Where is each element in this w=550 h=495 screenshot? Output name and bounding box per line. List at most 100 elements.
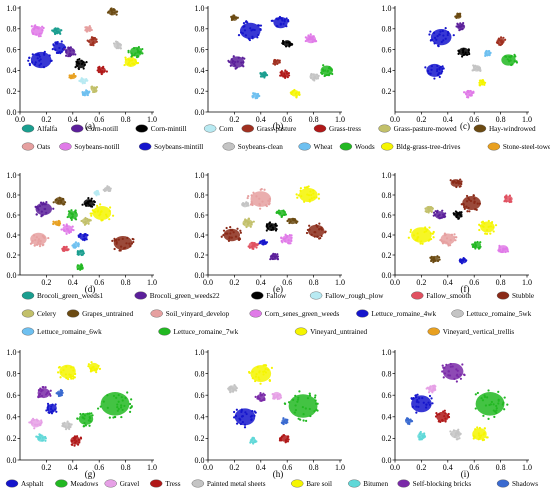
scatter-point — [496, 42, 499, 45]
scatter-point — [497, 390, 500, 393]
y-tick-label: 1.0 — [195, 4, 205, 13]
scatter-point — [245, 225, 248, 229]
scatter-point — [309, 37, 313, 41]
scatter-point — [474, 393, 477, 396]
scatter-point — [67, 422, 71, 425]
scatter-point — [260, 187, 263, 191]
scatter-point — [276, 395, 279, 399]
scatter-point — [437, 44, 440, 47]
x-tick-label: 0.6 — [94, 463, 104, 472]
scatter-point — [51, 403, 54, 406]
scatter-point — [506, 403, 509, 406]
scatter-point — [432, 261, 435, 264]
scatter-point — [80, 263, 83, 266]
scatter-point — [457, 428, 460, 431]
legend-label: Brocoli_green_weeds22 — [150, 292, 220, 300]
scatter-point — [84, 217, 87, 221]
scatter-point — [497, 399, 500, 402]
scatter-point — [42, 66, 46, 69]
scatter-point — [303, 186, 306, 189]
scatter-point — [64, 373, 67, 376]
scatter-point — [309, 414, 312, 418]
scatter-point — [279, 22, 282, 25]
cluster-woods — [129, 46, 143, 57]
scatter-point — [468, 198, 471, 201]
scatter-point — [71, 228, 74, 231]
legend-swatch-vineyard-vertical-trellis — [427, 327, 440, 336]
scatter-point — [39, 243, 42, 246]
scatter-point — [482, 414, 485, 417]
scatter-point — [243, 29, 247, 32]
scatter-point — [297, 417, 300, 420]
scatter-point — [57, 199, 61, 202]
scatter-point — [441, 364, 444, 367]
scatter-point — [117, 400, 120, 403]
scatter-point — [257, 33, 260, 36]
scatter-point — [274, 224, 277, 227]
scatter-point — [513, 55, 517, 58]
scatter-point — [64, 428, 68, 431]
scatter-point — [242, 25, 245, 28]
y-tick-label: 0.2 — [382, 87, 392, 96]
scatter-point — [79, 233, 82, 236]
scatter-point — [92, 203, 96, 206]
scatter-point — [41, 25, 44, 28]
scatter-point — [115, 47, 118, 50]
scatter-point — [295, 95, 298, 98]
scatter-point — [54, 408, 57, 411]
scatter-point — [476, 426, 479, 429]
scatter-point — [38, 245, 42, 248]
scatter-point — [48, 54, 51, 57]
scatter-point — [492, 226, 495, 229]
scatter-point — [317, 197, 321, 200]
scatter-point — [310, 76, 313, 79]
y-tick-label: 0.0 — [7, 456, 17, 465]
scatter-point — [84, 202, 87, 205]
scatter-point — [461, 49, 464, 52]
scatter-point — [272, 397, 275, 400]
scatter-point — [91, 42, 94, 45]
scatter-point — [83, 63, 86, 67]
scatter-point — [96, 407, 100, 410]
scatter-point — [111, 214, 115, 217]
legend-swatch-alfalfa — [21, 124, 35, 133]
scatter-point — [65, 223, 68, 226]
x-tick-label: 0.2 — [41, 115, 51, 124]
y-tick-label: 0.4 — [7, 66, 17, 75]
scatter-point — [313, 231, 316, 234]
scatter-point — [252, 442, 255, 445]
y-tick-label: 1.0 — [382, 4, 392, 13]
scatter-point — [52, 410, 55, 413]
scatter-point — [132, 240, 135, 244]
scatter-point — [256, 244, 259, 247]
scatter-point — [38, 392, 42, 396]
scatter-point — [50, 412, 54, 415]
scatter-point — [251, 370, 254, 373]
scatter-point — [442, 67, 445, 70]
x-tick-label: 0.2 — [416, 115, 426, 124]
scatter-point — [256, 36, 259, 39]
scatter-point — [268, 221, 272, 224]
scatter-point — [463, 207, 466, 210]
scatter-point — [90, 214, 93, 217]
scatter-point — [252, 191, 255, 194]
scatter-point — [55, 42, 59, 45]
scatter-point — [477, 438, 480, 441]
scatter-point — [92, 209, 95, 212]
scatter-point — [52, 222, 55, 226]
scatter-point — [297, 396, 300, 399]
scatter-point — [258, 242, 261, 245]
scatter-point — [294, 92, 297, 95]
scatter-point — [502, 36, 505, 39]
scatter-point — [276, 253, 279, 256]
x-tick-label: 0.2 — [229, 115, 239, 124]
scatter-point — [478, 426, 481, 430]
scatter-point — [441, 29, 444, 33]
scatter-point — [287, 435, 290, 439]
scatter-point — [432, 214, 435, 217]
scatter-point — [99, 213, 102, 216]
scatter-point — [52, 30, 55, 33]
scatter-point — [58, 50, 61, 54]
scatter-point — [302, 419, 305, 422]
scatter-point — [71, 377, 75, 380]
